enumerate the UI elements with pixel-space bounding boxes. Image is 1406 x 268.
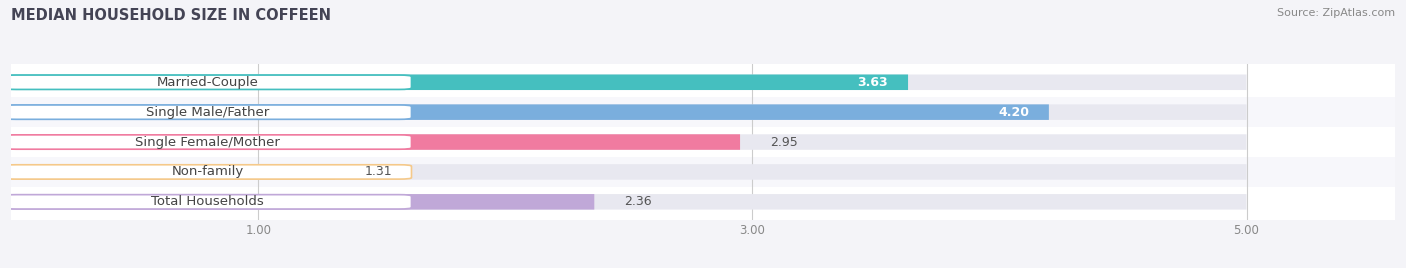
FancyBboxPatch shape: [4, 165, 412, 179]
FancyBboxPatch shape: [4, 75, 412, 90]
FancyBboxPatch shape: [11, 97, 1395, 127]
FancyBboxPatch shape: [4, 195, 412, 209]
FancyBboxPatch shape: [11, 187, 1395, 217]
Text: 4.20: 4.20: [998, 106, 1029, 119]
FancyBboxPatch shape: [4, 135, 412, 149]
Text: Single Female/Mother: Single Female/Mother: [135, 136, 280, 148]
Text: 2.36: 2.36: [624, 195, 651, 208]
FancyBboxPatch shape: [11, 194, 595, 210]
Text: Total Households: Total Households: [152, 195, 264, 208]
Text: Single Male/Father: Single Male/Father: [146, 106, 270, 119]
Text: Source: ZipAtlas.com: Source: ZipAtlas.com: [1277, 8, 1395, 18]
FancyBboxPatch shape: [11, 127, 1395, 157]
Text: 3.63: 3.63: [858, 76, 889, 89]
FancyBboxPatch shape: [11, 164, 335, 180]
FancyBboxPatch shape: [11, 75, 908, 90]
FancyBboxPatch shape: [4, 105, 412, 119]
FancyBboxPatch shape: [11, 134, 740, 150]
Text: 1.31: 1.31: [364, 165, 392, 178]
FancyBboxPatch shape: [11, 104, 1049, 120]
Text: Married-Couple: Married-Couple: [156, 76, 259, 89]
FancyBboxPatch shape: [11, 194, 1247, 210]
FancyBboxPatch shape: [11, 67, 1395, 97]
FancyBboxPatch shape: [11, 157, 1395, 187]
FancyBboxPatch shape: [11, 104, 1247, 120]
FancyBboxPatch shape: [11, 164, 1247, 180]
Text: 2.95: 2.95: [769, 136, 797, 148]
Text: MEDIAN HOUSEHOLD SIZE IN COFFEEN: MEDIAN HOUSEHOLD SIZE IN COFFEEN: [11, 8, 332, 23]
FancyBboxPatch shape: [11, 75, 1247, 90]
FancyBboxPatch shape: [11, 134, 1247, 150]
Text: Non-family: Non-family: [172, 165, 243, 178]
